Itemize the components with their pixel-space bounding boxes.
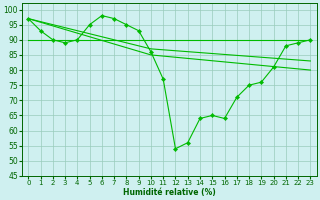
X-axis label: Humidité relative (%): Humidité relative (%) <box>123 188 216 197</box>
